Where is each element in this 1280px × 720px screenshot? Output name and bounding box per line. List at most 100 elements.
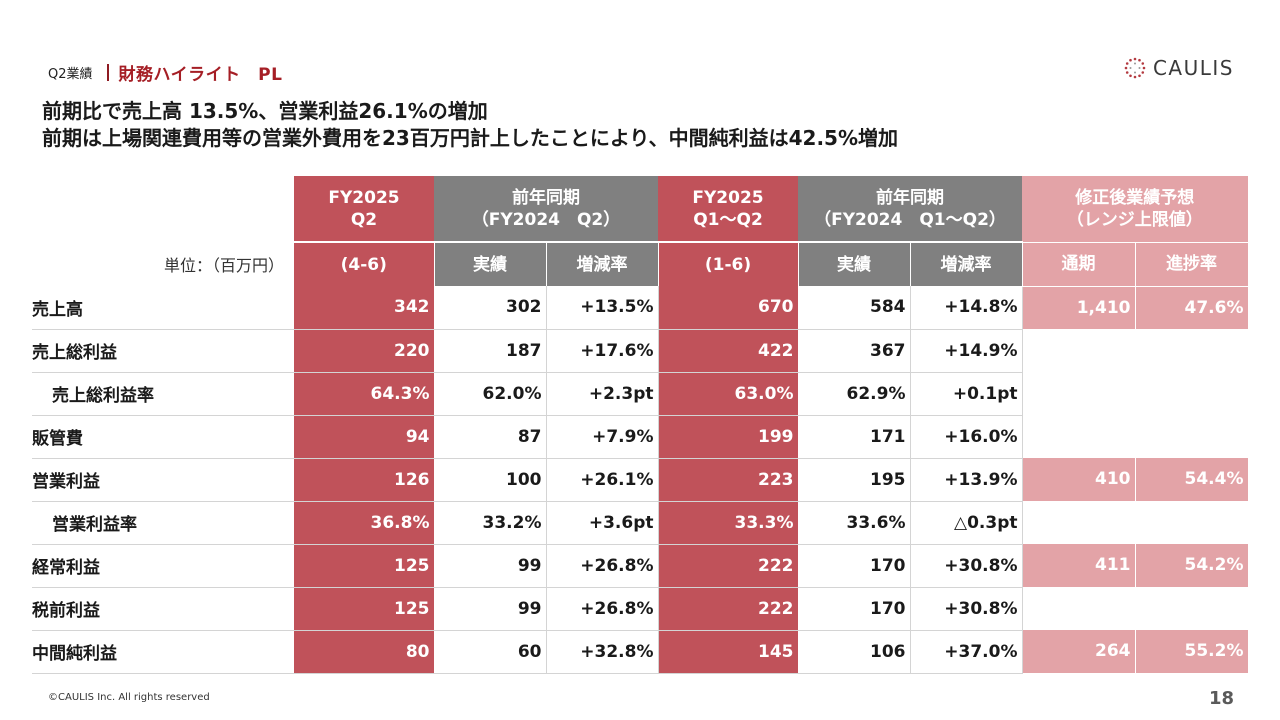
row-label: 販管費	[32, 415, 294, 459]
col-header-forecast: 修正後業績予想 （レンジ上限値）	[1022, 176, 1249, 243]
table-row: 売上総利益 220 187 +17.6% 422 367 +14.9%	[32, 329, 1248, 373]
cell-forecast-empty	[1022, 587, 1248, 630]
cell-prior-h1: 367	[798, 329, 911, 373]
row-label: 税前利益	[32, 587, 294, 631]
cell-progress: 55.2%	[1135, 630, 1249, 674]
cell-h1-change: +14.8%	[910, 286, 1023, 330]
sub-header-change-h1: 増減率	[910, 242, 1023, 286]
caulis-logo-icon	[1124, 57, 1146, 79]
sub-header-q2-period: (4-6)	[294, 242, 435, 286]
cell-q2: 125	[294, 544, 435, 588]
cell-q2-change: +7.9%	[546, 415, 659, 459]
row-label: 売上高	[32, 286, 294, 330]
cell-forecast-empty	[1022, 372, 1248, 415]
cell-q2-change: +13.5%	[546, 286, 659, 330]
cell-prior-h1: 33.6%	[798, 501, 911, 545]
cell-h1-change: +16.0%	[910, 415, 1023, 459]
cell-q2-change: +26.8%	[546, 544, 659, 588]
cell-forecast-empty	[1022, 329, 1248, 372]
cell-h1-change: +37.0%	[910, 630, 1023, 674]
cell-prior-q2: 302	[434, 286, 547, 330]
headline-line-2: 前期は上場関連費用等の営業外費用を23百万円計上したことにより、中間純利益は42…	[42, 126, 899, 150]
section-label: Q2業績	[48, 66, 93, 82]
cell-h1-change: +13.9%	[910, 458, 1023, 502]
cell-q2: 342	[294, 286, 435, 330]
cell-prior-h1: 584	[798, 286, 911, 330]
cell-h1: 222	[658, 587, 799, 631]
header-blank	[32, 176, 294, 242]
table-row: 営業利益 126 100 +26.1% 223 195 +13.9% 410 5…	[32, 458, 1249, 502]
col-header-prior-q2: 前年同期 （FY2024 Q2）	[434, 176, 658, 243]
row-label: 売上総利益	[32, 329, 294, 373]
cell-prior-q2: 62.0%	[434, 372, 547, 416]
cell-prior-q2: 87	[434, 415, 547, 459]
cell-q2: 126	[294, 458, 435, 502]
unit-label: 単位：（百万円）	[163, 256, 284, 275]
row-label: 営業利益	[32, 458, 294, 502]
cell-prior-h1: 171	[798, 415, 911, 459]
sub-header-actual-h1: 実績	[798, 242, 911, 286]
cell-prior-q2: 99	[434, 544, 547, 588]
cell-h1: 199	[658, 415, 799, 459]
table-row: 売上総利益率 64.3% 62.0% +2.3pt 63.0% 62.9% +0…	[32, 372, 1248, 416]
page-title: 財務ハイライト PL	[118, 64, 283, 85]
headline-line-1: 前期比で売上高 13.5%、営業利益26.1%の増加	[42, 99, 488, 123]
cell-q2-change: +26.8%	[546, 587, 659, 631]
col-header-fy2025-q2: FY2025 Q2	[294, 176, 434, 243]
row-label: 経常利益	[32, 544, 294, 588]
cell-prior-q2: 100	[434, 458, 547, 502]
cell-h1: 222	[658, 544, 799, 588]
cell-q2: 125	[294, 587, 435, 631]
cell-prior-h1: 106	[798, 630, 911, 674]
cell-q2: 220	[294, 329, 435, 373]
cell-q2: 36.8%	[294, 501, 435, 545]
cell-q2-change: +2.3pt	[546, 372, 659, 416]
cell-q2: 64.3%	[294, 372, 435, 416]
cell-q2-change: +26.1%	[546, 458, 659, 502]
cell-q2-change: +3.6pt	[546, 501, 659, 545]
cell-q2-change: +32.8%	[546, 630, 659, 674]
cell-prior-h1: 170	[798, 544, 911, 588]
page-number: 18	[1208, 688, 1234, 709]
row-label: 営業利益率	[32, 501, 294, 545]
row-label: 中間純利益	[32, 630, 294, 674]
sub-header-actual: 実績	[434, 242, 547, 286]
cell-h1-change: +0.1pt	[910, 372, 1023, 416]
copyright: ©CAULIS Inc. All rights reserved	[48, 692, 210, 703]
table-row: 売上高 342 302 +13.5% 670 584 +14.8% 1,410 …	[32, 286, 1249, 330]
cell-h1-change: △0.3pt	[910, 501, 1023, 545]
cell-forecast-empty	[1022, 501, 1248, 544]
cell-prior-q2: 60	[434, 630, 547, 674]
sub-header-full-year: 通期	[1022, 242, 1136, 287]
cell-q2: 94	[294, 415, 435, 459]
cell-h1: 33.3%	[658, 501, 799, 545]
breadcrumb: Q2業績 財務ハイライト PL	[48, 58, 282, 86]
cell-full-year: 410	[1022, 458, 1136, 502]
cell-full-year: 411	[1022, 544, 1136, 588]
cell-full-year: 1,410	[1022, 286, 1136, 330]
cell-h1: 63.0%	[658, 372, 799, 416]
sub-header-change: 増減率	[546, 242, 659, 286]
cell-h1-change: +30.8%	[910, 587, 1023, 631]
cell-q2: 80	[294, 630, 435, 674]
row-label: 売上総利益率	[32, 372, 294, 416]
col-header-fy2025-h1: FY2025 Q1～Q2	[658, 176, 798, 243]
pl-table: FY2025 Q2 前年同期 （FY2024 Q2） FY2025 Q1～Q2 …	[32, 176, 1249, 674]
cell-forecast-empty	[1022, 415, 1248, 458]
col-header-prior-h1: 前年同期 （FY2024 Q1～Q2）	[798, 176, 1022, 243]
table-row: 税前利益 125 99 +26.8% 222 170 +30.8%	[32, 587, 1248, 631]
cell-progress: 54.4%	[1135, 458, 1249, 502]
cell-h1-change: +30.8%	[910, 544, 1023, 588]
cell-full-year: 264	[1022, 630, 1136, 674]
cell-prior-q2: 99	[434, 587, 547, 631]
table-row: 販管費 94 87 +7.9% 199 171 +16.0%	[32, 415, 1248, 459]
table-row: 営業利益率 36.8% 33.2% +3.6pt 33.3% 33.6% △0.…	[32, 501, 1248, 545]
cell-prior-q2: 33.2%	[434, 501, 547, 545]
cell-h1: 223	[658, 458, 799, 502]
cell-prior-h1: 170	[798, 587, 911, 631]
cell-prior-q2: 187	[434, 329, 547, 373]
cell-prior-h1: 62.9%	[798, 372, 911, 416]
cell-progress: 54.2%	[1135, 544, 1249, 588]
headline: 前期比で売上高 13.5%、営業利益26.1%の増加 前期は上場関連費用等の営業…	[42, 98, 898, 152]
sub-header-h1-period: (1-6)	[658, 242, 799, 286]
